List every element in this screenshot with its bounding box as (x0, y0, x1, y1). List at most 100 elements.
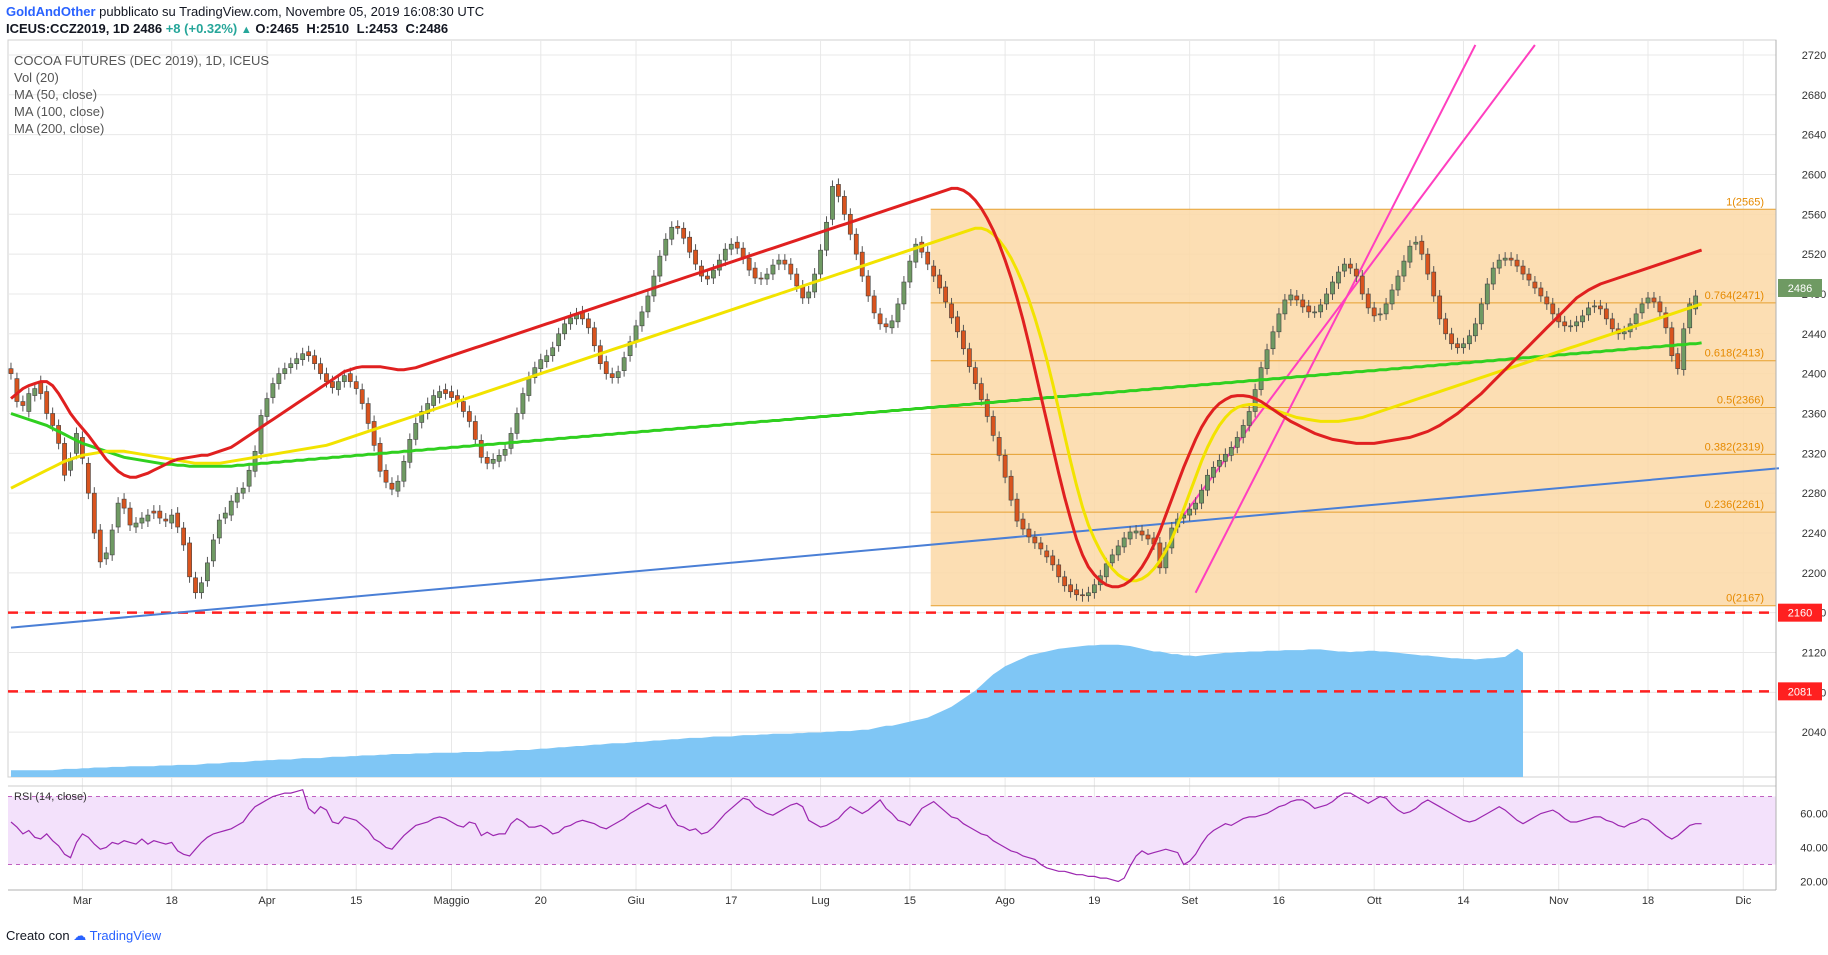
candle-body (56, 425, 61, 444)
candle-body (20, 401, 26, 406)
candle-body (1419, 240, 1425, 255)
candle-body (97, 529, 103, 563)
published-text: pubblicato su TradingView.com, Novembre … (99, 4, 485, 19)
candle-body (228, 500, 234, 516)
candle-body (1353, 268, 1359, 277)
candle (1074, 583, 1079, 601)
candle-body (830, 186, 835, 220)
candle-body (472, 421, 478, 440)
legend-vol[interactable]: Vol (20) (14, 70, 59, 85)
candle-body (669, 226, 675, 240)
price-axis[interactable]: 2040208021202160220022402280232023602400… (1775, 40, 1826, 890)
candle (1318, 298, 1323, 318)
high-value: 2510 (320, 21, 350, 36)
candle-body (1127, 531, 1133, 540)
rsi-tick: 20.00 (1800, 877, 1828, 889)
candle (139, 512, 145, 530)
candle-body (675, 225, 681, 229)
candle-body (1639, 303, 1645, 314)
low-label: L: (356, 21, 369, 36)
candle-body (431, 395, 437, 406)
author-link[interactable]: GoldAndOther (6, 4, 96, 19)
candle (1461, 337, 1466, 354)
candle (996, 431, 1002, 462)
candle-body (121, 498, 127, 509)
candle (1217, 454, 1222, 473)
candle-body (1490, 267, 1496, 285)
candle-body (199, 582, 204, 594)
candle (443, 383, 448, 400)
candle (877, 307, 883, 330)
candle (484, 451, 490, 470)
candle (806, 285, 812, 304)
candle-body (1026, 528, 1032, 538)
candle-body (490, 458, 496, 464)
candle (1425, 248, 1431, 281)
candle-body (413, 423, 419, 440)
legend-ma50[interactable]: MA (50, close) (14, 87, 98, 102)
time-tick: Nov (1549, 895, 1569, 907)
trend-line[interactable] (10, 467, 1780, 629)
time-tick: Set (1181, 895, 1198, 907)
candle-body (1014, 498, 1020, 522)
candle-body (1568, 325, 1574, 328)
fibonacci-levels: 1(2565) 0.764(2471) 0.618(2413) 0.5(2366) 0.… (930, 196, 1776, 607)
candle-body (401, 460, 407, 482)
close-value: 2486 (419, 21, 449, 36)
tradingview-logo[interactable]: ☁ TradingView (73, 928, 161, 943)
candle-body (1580, 315, 1585, 323)
candle-body (365, 403, 371, 424)
candle (1431, 266, 1437, 302)
candle-body (1074, 589, 1079, 596)
candle-body (1502, 257, 1508, 261)
candle (1068, 578, 1073, 598)
candle (1621, 325, 1627, 340)
candle-body (1187, 508, 1193, 516)
time-tick: Lug (811, 895, 829, 907)
candle-body (1312, 311, 1318, 314)
candle (556, 327, 562, 352)
candle-body (496, 455, 502, 462)
candle (734, 236, 740, 255)
candle (1199, 484, 1204, 510)
candle-body (1407, 245, 1413, 263)
candle-body (1609, 318, 1615, 330)
ma200-line (10, 341, 1702, 468)
candle (294, 352, 300, 370)
level-tag-label: 2160 (1788, 608, 1812, 620)
legend-ma100[interactable]: MA (100, close) (14, 104, 105, 119)
time-axis[interactable]: Mar 18 Apr 15 Maggio 20 Giu 17 Lug 15 Ago 19 Set 16 Ot… (8, 889, 1776, 907)
candle (693, 244, 698, 271)
candle-body (1032, 536, 1038, 544)
candle-body (943, 286, 948, 303)
candle-body (1526, 273, 1532, 281)
price-tick: 2040 (1802, 727, 1826, 739)
rsi-line (10, 788, 1702, 883)
candle-body (1383, 303, 1389, 315)
candle (1193, 497, 1198, 516)
time-tick: 15 (350, 895, 362, 907)
candle-body (955, 316, 960, 333)
price-chart[interactable]: 1(2565) 0.764(2471) 0.618(2413) 0.5(2366) 0.… (0, 0, 1828, 925)
candle-body (1562, 321, 1568, 327)
candle (967, 342, 972, 373)
candle (1014, 493, 1020, 528)
fib-level-label: 1(2565) (1726, 196, 1764, 208)
channel-line[interactable] (1194, 44, 1477, 594)
candle-body (532, 367, 538, 378)
candle (824, 216, 829, 257)
candle (984, 393, 990, 423)
candle-body (1318, 304, 1323, 313)
candle (502, 443, 508, 462)
candle-body (568, 317, 573, 325)
candle (770, 259, 776, 281)
candle (586, 312, 591, 334)
price-tick: 2400 (1802, 369, 1826, 381)
candle-body (961, 330, 966, 350)
candle (550, 341, 556, 362)
legend-ma200[interactable]: MA (200, close) (14, 121, 105, 136)
candle-body (181, 527, 186, 546)
candle (127, 502, 133, 532)
candle-body (639, 311, 645, 327)
candle (1455, 337, 1460, 354)
